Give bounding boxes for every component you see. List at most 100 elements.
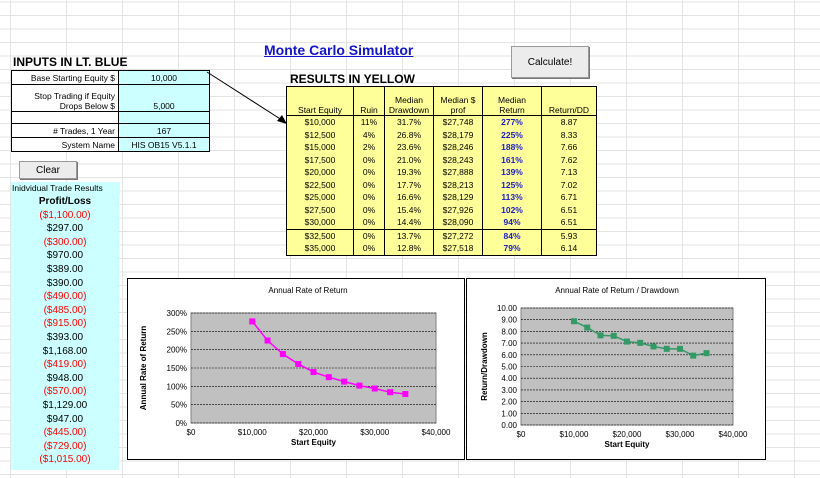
results-title: RESULTS IN YELLOW	[290, 72, 415, 86]
results-header-cell: Return/DD	[541, 86, 597, 116]
results-header-cell: Start Equity	[286, 86, 354, 116]
results-header-cell: Ruin	[353, 86, 385, 116]
y-tick-label: 2.00	[501, 398, 517, 407]
y-tick-label: 0.00	[501, 421, 517, 430]
results-cell: $28,243	[433, 153, 483, 166]
results-cell: 113%	[482, 191, 542, 204]
inputs-title: INPUTS IN LT. BLUE	[13, 55, 128, 69]
trade-results-header: Inidvidual Trade Results	[11, 182, 120, 195]
chart-title: Annual Rate of Return / Drawdown	[555, 286, 679, 295]
results-cell: $28,129	[433, 191, 483, 204]
calculate-button[interactable]: Calculate!	[511, 46, 589, 78]
results-cell: $12,500	[286, 128, 354, 141]
results-cell: 2%	[353, 141, 385, 154]
input-label: # Trades, 1 Year	[11, 123, 119, 138]
results-cell: 0%	[353, 191, 385, 204]
return-chart: Annual Rate of Return 0% 50% 100% 150% 200% 25…	[127, 278, 465, 460]
data-point	[650, 343, 657, 350]
x-tick-label: $0	[187, 428, 196, 437]
trade-value: $390.00	[46, 277, 84, 289]
results-row: $15,000 2% 23.6% $28,246 188% 7.66	[286, 141, 597, 154]
x-tick-label: $10,000	[560, 430, 589, 439]
results-row: $35,000 0% 12.8% $27,518 79% 6.14	[286, 242, 597, 256]
results-row: $30,000 0% 14.4% $28,090 94% 6.51	[286, 216, 597, 229]
x-tick-label: $30,000	[360, 428, 389, 437]
results-row: $27,500 0% 15.4% $27,926 102% 6.51	[286, 203, 597, 216]
data-point	[584, 324, 591, 331]
trade-value: ($729.00)	[43, 440, 87, 452]
data-point	[690, 352, 697, 359]
results-cell: 14.4%	[384, 216, 434, 229]
results-cell: 21.0%	[384, 153, 434, 166]
results-cell: 84%	[482, 228, 542, 242]
input-label: Base Starting Equity $	[11, 70, 119, 85]
x-tick-label: $0	[517, 430, 526, 439]
x-tick-label: $40,000	[719, 430, 748, 439]
data-point	[295, 360, 302, 367]
data-point	[703, 350, 710, 357]
results-cell: 19.3%	[384, 166, 434, 179]
base-equity-input[interactable]: 10,000	[118, 70, 210, 85]
trade-results-column: Profit/Loss ($1,100.00) $297.00 ($300.00) $…	[11, 195, 119, 470]
return-dd-chart-svg: Annual Rate of Return / Drawdown 0.00 1.00…	[480, 286, 748, 449]
data-point	[310, 369, 317, 376]
clear-button[interactable]: Clear	[19, 161, 77, 179]
x-tick-label: $40,000	[422, 428, 451, 437]
results-cell: 0%	[353, 242, 385, 256]
results-row: $10,000 11% 31.7% $27,748 277% 8.87	[286, 115, 597, 129]
results-row: $25,000 0% 16.6% $28,129 113% 6.71	[286, 191, 597, 204]
trade-value: ($570.00)	[43, 386, 87, 398]
x-tick-label: $20,000	[299, 428, 328, 437]
y-tick-label: 50%	[171, 401, 187, 410]
chart-title: Annual Rate of Return	[268, 286, 347, 295]
results-row: $32,500 0% 13.7% $27,272 84% 5.93	[286, 228, 597, 242]
results-cell: 5.93	[541, 228, 597, 242]
trade-value: $393.00	[46, 331, 84, 343]
results-cell: 0%	[353, 216, 385, 229]
results-cell: 7.66	[541, 141, 597, 154]
data-point	[264, 337, 271, 344]
trade-value: $389.00	[46, 263, 84, 275]
results-cell: 0%	[353, 203, 385, 216]
trade-value: ($915.00)	[43, 318, 87, 330]
results-cell: $17,500	[286, 153, 354, 166]
y-tick-label: 0%	[175, 419, 187, 428]
results-cell: 94%	[482, 216, 542, 229]
trades-input[interactable]: 167	[118, 123, 210, 138]
results-cell: 11%	[353, 115, 385, 129]
blank-input-cell[interactable]	[118, 111, 210, 124]
inputs-table: Base Starting Equity $10,000 Stop Tradin…	[11, 70, 210, 152]
results-cell: $28,246	[433, 141, 483, 154]
results-cell: $15,000	[286, 141, 354, 154]
results-cell: $25,000	[286, 191, 354, 204]
input-label: Stop Trading if Equity Drops Below $	[11, 84, 119, 112]
y-tick-label: 4.00	[501, 374, 517, 383]
results-cell: $27,926	[433, 203, 483, 216]
results-cell: $10,000	[286, 115, 354, 129]
results-header-cell: Median Return	[482, 86, 542, 116]
x-tick-label: $20,000	[613, 430, 642, 439]
results-cell: 0%	[353, 228, 385, 242]
data-point	[279, 351, 286, 358]
x-tick-label: $10,000	[238, 428, 267, 437]
y-tick-label: 100%	[167, 382, 187, 391]
data-point	[597, 332, 604, 339]
results-cell: 8.33	[541, 128, 597, 141]
results-cell: 26.8%	[384, 128, 434, 141]
y-tick-label: 6.00	[501, 351, 517, 360]
data-point	[610, 332, 617, 339]
y-tick-label: 9.00	[501, 316, 517, 325]
system-name-input[interactable]: HIS OB15 V5.1.1	[118, 137, 210, 152]
results-cell: 13.7%	[384, 228, 434, 242]
stop-equity-input[interactable]: 5,000	[118, 84, 210, 112]
data-point	[624, 338, 630, 345]
y-tick-label: 8.00	[501, 327, 517, 336]
results-cell: 12.8%	[384, 242, 434, 256]
results-cell: $27,748	[433, 115, 483, 129]
results-cell: 79%	[482, 242, 542, 256]
results-cell: $28,179	[433, 128, 483, 141]
results-cell: 7.13	[541, 166, 597, 179]
results-cell: 161%	[482, 153, 542, 166]
data-point	[387, 389, 394, 396]
results-cell: $28,213	[433, 178, 483, 191]
